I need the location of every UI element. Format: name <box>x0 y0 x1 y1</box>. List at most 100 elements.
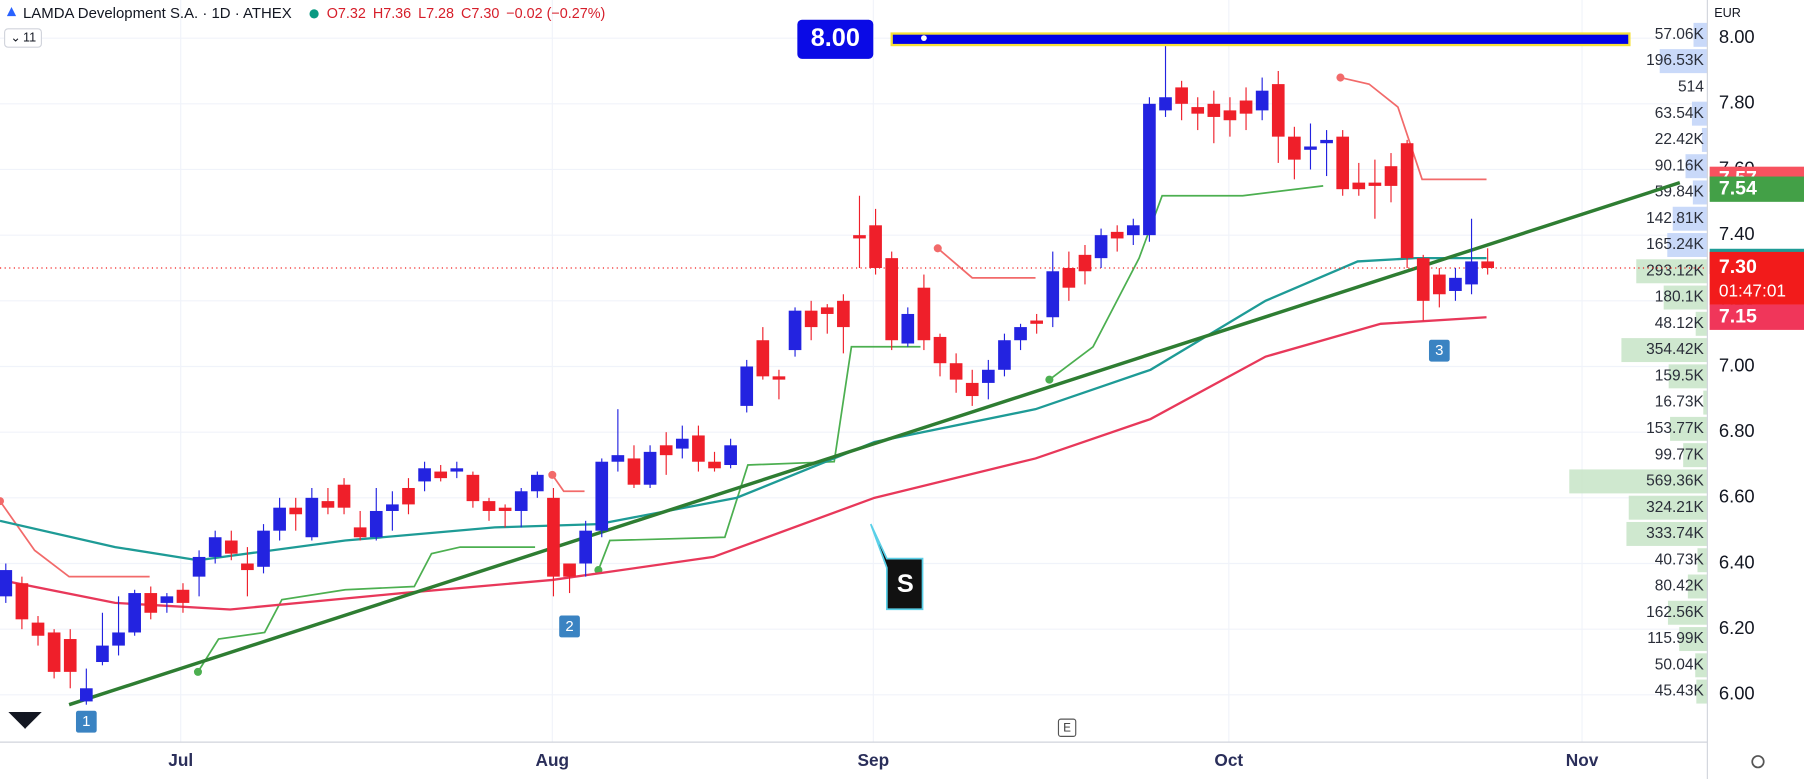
candle-body <box>1159 97 1172 111</box>
volume-bar <box>1636 259 1708 284</box>
volume-profile: 57.06K 196.53K 514 63.54K 22.42K 90.16K 59.84K… <box>1569 22 1708 704</box>
indicator-line <box>0 256 1487 562</box>
candle-body <box>1400 143 1414 259</box>
candle-body <box>531 474 544 492</box>
candle-body <box>498 507 512 511</box>
stop-dot <box>1336 73 1345 82</box>
candle-body <box>1143 103 1156 236</box>
candle-body <box>514 491 528 511</box>
candle-body <box>96 645 109 663</box>
candle-body <box>192 556 206 577</box>
candle-body <box>434 471 448 479</box>
volume-label: 293.12K <box>1646 262 1704 279</box>
ohlc-item: C7.30 <box>461 6 499 22</box>
earnings-box[interactable] <box>1057 718 1077 737</box>
market-status <box>309 9 319 19</box>
currency: EUR <box>1714 6 1741 20</box>
x-tick-label: Jul <box>168 750 193 770</box>
candle-body <box>1126 225 1140 236</box>
volume-label: 354.42K <box>1646 341 1704 358</box>
settings-icon[interactable] <box>1751 755 1765 769</box>
earnings-marker: E <box>1063 722 1071 734</box>
price-badge <box>1709 176 1804 202</box>
candle-body <box>321 501 335 508</box>
candle-body <box>1433 274 1446 295</box>
trailing-stop <box>551 474 585 493</box>
candle-body <box>0 570 13 597</box>
candle-body <box>949 363 963 380</box>
candle-body <box>1110 231 1124 239</box>
ohlc-item: L7.28 <box>418 6 454 22</box>
volume-label: 90.16K <box>1655 157 1705 174</box>
ohlc-item: O7.32 <box>327 6 366 22</box>
candle-body <box>1062 267 1076 288</box>
y-tick-label: 6.20 <box>1719 617 1755 638</box>
volume-label: 16.73K <box>1655 394 1705 411</box>
candle-body <box>144 593 158 613</box>
candle-body <box>675 438 689 449</box>
candle-body <box>1255 90 1269 111</box>
volume-bar <box>1679 627 1708 652</box>
alert-label-box <box>797 19 874 59</box>
stop-dot <box>548 470 557 479</box>
candle-body <box>820 307 834 314</box>
candle-body <box>1481 261 1494 268</box>
volume-bar <box>1668 364 1708 389</box>
indicator-count: 11 <box>23 30 36 44</box>
y-tick-label: 6.80 <box>1719 420 1755 441</box>
candle-body <box>1465 261 1478 285</box>
volume-bar <box>1692 180 1708 205</box>
volume-label: 165.24K <box>1646 236 1704 253</box>
volume-bar <box>1569 469 1708 494</box>
candle-body <box>756 340 770 377</box>
volume-bar <box>1693 22 1708 47</box>
candle-body <box>708 461 721 469</box>
volume-label: 80.42K <box>1655 578 1705 595</box>
candle-body <box>482 501 496 511</box>
ohlc-item: −0.02 (−0.27%) <box>506 6 605 22</box>
trailing-stop <box>197 546 536 673</box>
candle-body <box>208 537 222 557</box>
volume-label: 40.73K <box>1655 551 1705 568</box>
stop-dot <box>193 667 202 676</box>
volume-bar <box>1687 574 1708 599</box>
volume-bar <box>1626 521 1708 546</box>
volume-label: 333.74K <box>1646 525 1704 542</box>
candle-body <box>80 688 93 702</box>
candle-body <box>418 468 431 482</box>
volume-label: 153.77K <box>1646 420 1704 437</box>
alert-handle <box>921 35 927 42</box>
volume-label: 57.06K <box>1655 26 1705 43</box>
y-tick-label: 6.00 <box>1719 683 1755 704</box>
volume-label: 99.77K <box>1655 446 1705 463</box>
volume-bar <box>1628 495 1708 520</box>
candle-body <box>1449 277 1462 291</box>
pattern-marker <box>559 615 580 638</box>
volume-bar <box>1695 311 1708 336</box>
y-tick-label: 7.00 <box>1719 354 1755 375</box>
ohlc-item: H7.36 <box>373 6 411 22</box>
candle-body <box>15 583 29 620</box>
candle-body <box>257 530 270 567</box>
candle-body <box>1336 136 1350 190</box>
candle-body <box>1014 327 1027 341</box>
candle-body <box>112 632 125 646</box>
volume-bar <box>1667 600 1708 625</box>
candle-body <box>965 382 979 397</box>
candle-body <box>901 313 915 344</box>
alert-band <box>890 32 1631 47</box>
grid <box>0 0 1708 743</box>
indicator-toggle[interactable] <box>4 28 42 48</box>
volume-label: 324.21K <box>1646 499 1704 516</box>
candle-body <box>1416 258 1430 301</box>
candle-body <box>63 639 77 672</box>
candle-body <box>402 487 415 505</box>
volume-label: 180.1K <box>1655 289 1705 306</box>
candle-body <box>1352 182 1366 190</box>
candle-body <box>224 540 238 554</box>
candle-body <box>47 632 61 672</box>
candle-body <box>1384 166 1398 186</box>
volume-label: 142.81K <box>1646 210 1704 227</box>
